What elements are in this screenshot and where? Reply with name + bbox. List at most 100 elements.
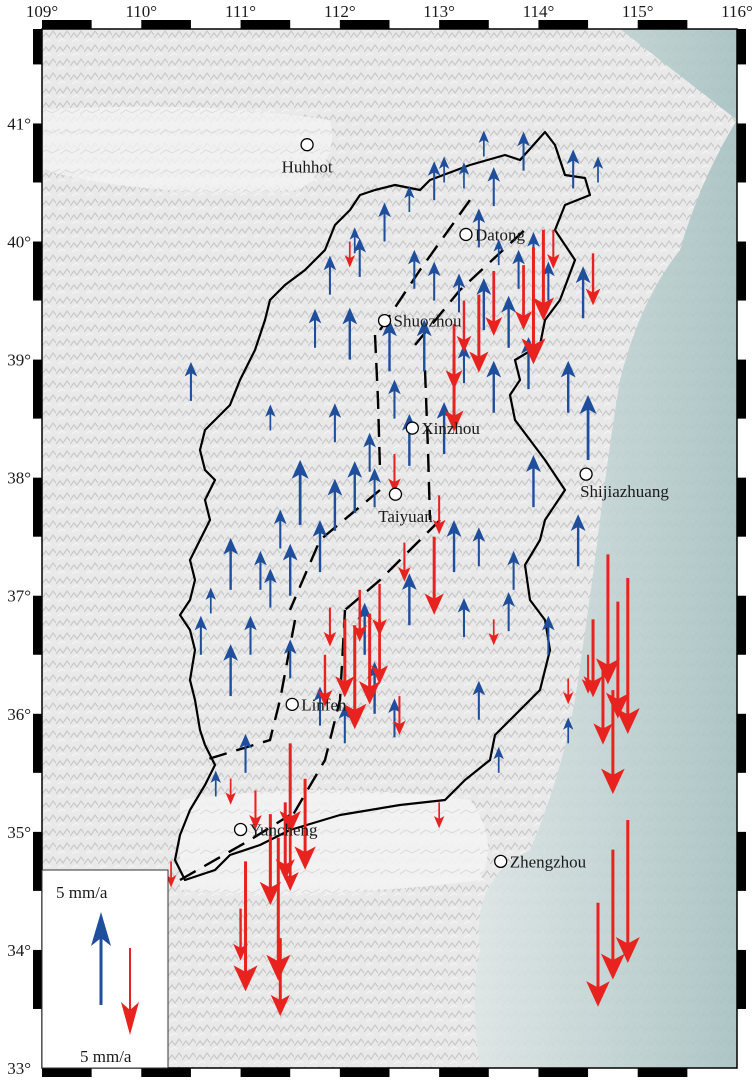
city-label: Taiyuan bbox=[378, 507, 433, 526]
uplift-arrow bbox=[347, 461, 363, 514]
frame-tick-left bbox=[33, 949, 42, 1009]
legend-up-arrow bbox=[91, 912, 111, 1005]
lat-tick-label: 35° bbox=[7, 823, 31, 842]
subsidence-arrow bbox=[281, 825, 299, 891]
map-frame bbox=[33, 20, 746, 1077]
legend-box bbox=[41, 869, 169, 1069]
frame-tick-top bbox=[339, 20, 390, 29]
uplift-arrow bbox=[487, 167, 501, 207]
lon-tick-label: 111° bbox=[225, 2, 256, 21]
fault-yuncheng bbox=[179, 813, 291, 882]
subsidence-arrow bbox=[595, 554, 620, 685]
fault-xinding-east bbox=[423, 369, 432, 521]
city-label: Xinzhou bbox=[421, 419, 480, 438]
uplift-arrow bbox=[363, 432, 376, 472]
frame-tick-left bbox=[33, 477, 42, 537]
uplift-arrow bbox=[283, 639, 297, 679]
frame-tick-right bbox=[737, 949, 746, 1009]
frame-tick-left bbox=[33, 713, 42, 773]
uplift-arrow bbox=[563, 717, 574, 744]
city-label: Zhengzhou bbox=[510, 852, 587, 871]
longitude-labels: 109° 110° 111° 112° 113° 114° 115° 116° bbox=[26, 2, 753, 21]
uplift-arrow bbox=[476, 278, 492, 331]
subsidence-arrow bbox=[521, 247, 546, 365]
uplift-arrow bbox=[458, 162, 470, 189]
subsidence-arrow bbox=[259, 814, 282, 906]
subsidence-arrow bbox=[317, 654, 333, 707]
lat-tick-label: 38° bbox=[7, 469, 31, 488]
frame-tick-left bbox=[33, 123, 42, 183]
subsidence-arrow bbox=[600, 849, 625, 980]
subsidence-arrow bbox=[270, 938, 290, 1017]
uplift-arrow bbox=[254, 550, 267, 590]
uplift-arrow bbox=[512, 249, 525, 289]
lat-tick-label: 41° bbox=[7, 114, 31, 133]
lon-tick-label: 115° bbox=[622, 2, 654, 21]
uplift-arrow bbox=[502, 592, 515, 632]
city-marker bbox=[285, 697, 299, 711]
subsidence-arrow bbox=[249, 790, 262, 830]
uplift-arrow bbox=[342, 307, 358, 360]
uplift-arrow bbox=[282, 543, 298, 596]
uplift-arrow bbox=[291, 459, 309, 525]
subsidence-arrow bbox=[342, 625, 367, 730]
subsidence-arrow bbox=[469, 294, 489, 373]
subsidence-arrow bbox=[456, 300, 472, 353]
subsidence-arrow bbox=[323, 607, 337, 647]
frame-tick-right bbox=[737, 359, 746, 419]
subsidence-arrow bbox=[424, 536, 444, 615]
city-marker bbox=[300, 138, 314, 152]
subsidence-arrow bbox=[563, 678, 574, 705]
subsidence-arrow bbox=[515, 265, 533, 331]
legend: 5 mm/a 5 mm/a bbox=[41, 869, 169, 1069]
subsidence-arrow bbox=[432, 495, 446, 535]
uplift-arrow bbox=[353, 237, 367, 277]
uplift-arrow bbox=[378, 202, 391, 242]
lat-tick-label: 39° bbox=[7, 351, 31, 370]
city-label: Yuncheng bbox=[250, 821, 318, 840]
uplift-arrow bbox=[239, 733, 252, 773]
lon-tick-label: 116° bbox=[721, 2, 753, 21]
uplift-arrow bbox=[452, 273, 466, 313]
lon-tick-label: 110° bbox=[125, 2, 157, 21]
uplift-arrow bbox=[328, 403, 342, 443]
city-marker bbox=[233, 822, 248, 837]
legend-down-label: 5 mm/a bbox=[80, 1047, 132, 1066]
uplift-arrow bbox=[404, 186, 415, 213]
subsidence-arrow bbox=[358, 613, 381, 705]
subsidence-arrow bbox=[586, 902, 610, 1007]
uplift-arrow bbox=[472, 680, 486, 720]
subsidence-arrow bbox=[585, 253, 601, 306]
subsidence-arrow bbox=[433, 802, 445, 829]
frame-tick-top bbox=[538, 20, 589, 29]
frame-tick-bottom bbox=[538, 1068, 589, 1077]
uplift-arrow bbox=[517, 131, 530, 171]
subsidence-arrow bbox=[344, 241, 355, 268]
frame-tick-left bbox=[33, 831, 42, 891]
city-label: Linfen bbox=[301, 695, 347, 714]
lat-tick-label: 34° bbox=[7, 941, 31, 960]
uplift-arrow bbox=[575, 266, 591, 319]
uplift-arrow bbox=[446, 520, 462, 573]
uplift-arrow bbox=[486, 360, 502, 413]
uplift-arrow bbox=[493, 239, 504, 266]
uplift-arrow bbox=[223, 644, 239, 697]
uplift-arrow bbox=[408, 249, 421, 289]
city-marker bbox=[388, 487, 403, 501]
uplift-vectors bbox=[184, 130, 604, 797]
lat-tick-label: 36° bbox=[7, 705, 31, 724]
subsidence-arrow bbox=[371, 619, 389, 685]
uplift-arrow bbox=[416, 319, 432, 372]
subsidence-arrow bbox=[233, 908, 248, 961]
lon-tick-label: 109° bbox=[26, 2, 58, 21]
uplift-arrow bbox=[457, 598, 471, 638]
uplift-arrow bbox=[427, 161, 441, 201]
frame-tick-right bbox=[737, 29, 746, 65]
subsidence-arrow bbox=[398, 542, 411, 582]
frame-tick-top bbox=[141, 20, 191, 29]
frame-tick-bottom bbox=[439, 1068, 489, 1077]
frame-tick-right bbox=[737, 831, 746, 891]
frame-tick-left bbox=[33, 595, 42, 655]
frame-tick-right bbox=[737, 595, 746, 655]
subsidence-arrow bbox=[444, 353, 464, 432]
